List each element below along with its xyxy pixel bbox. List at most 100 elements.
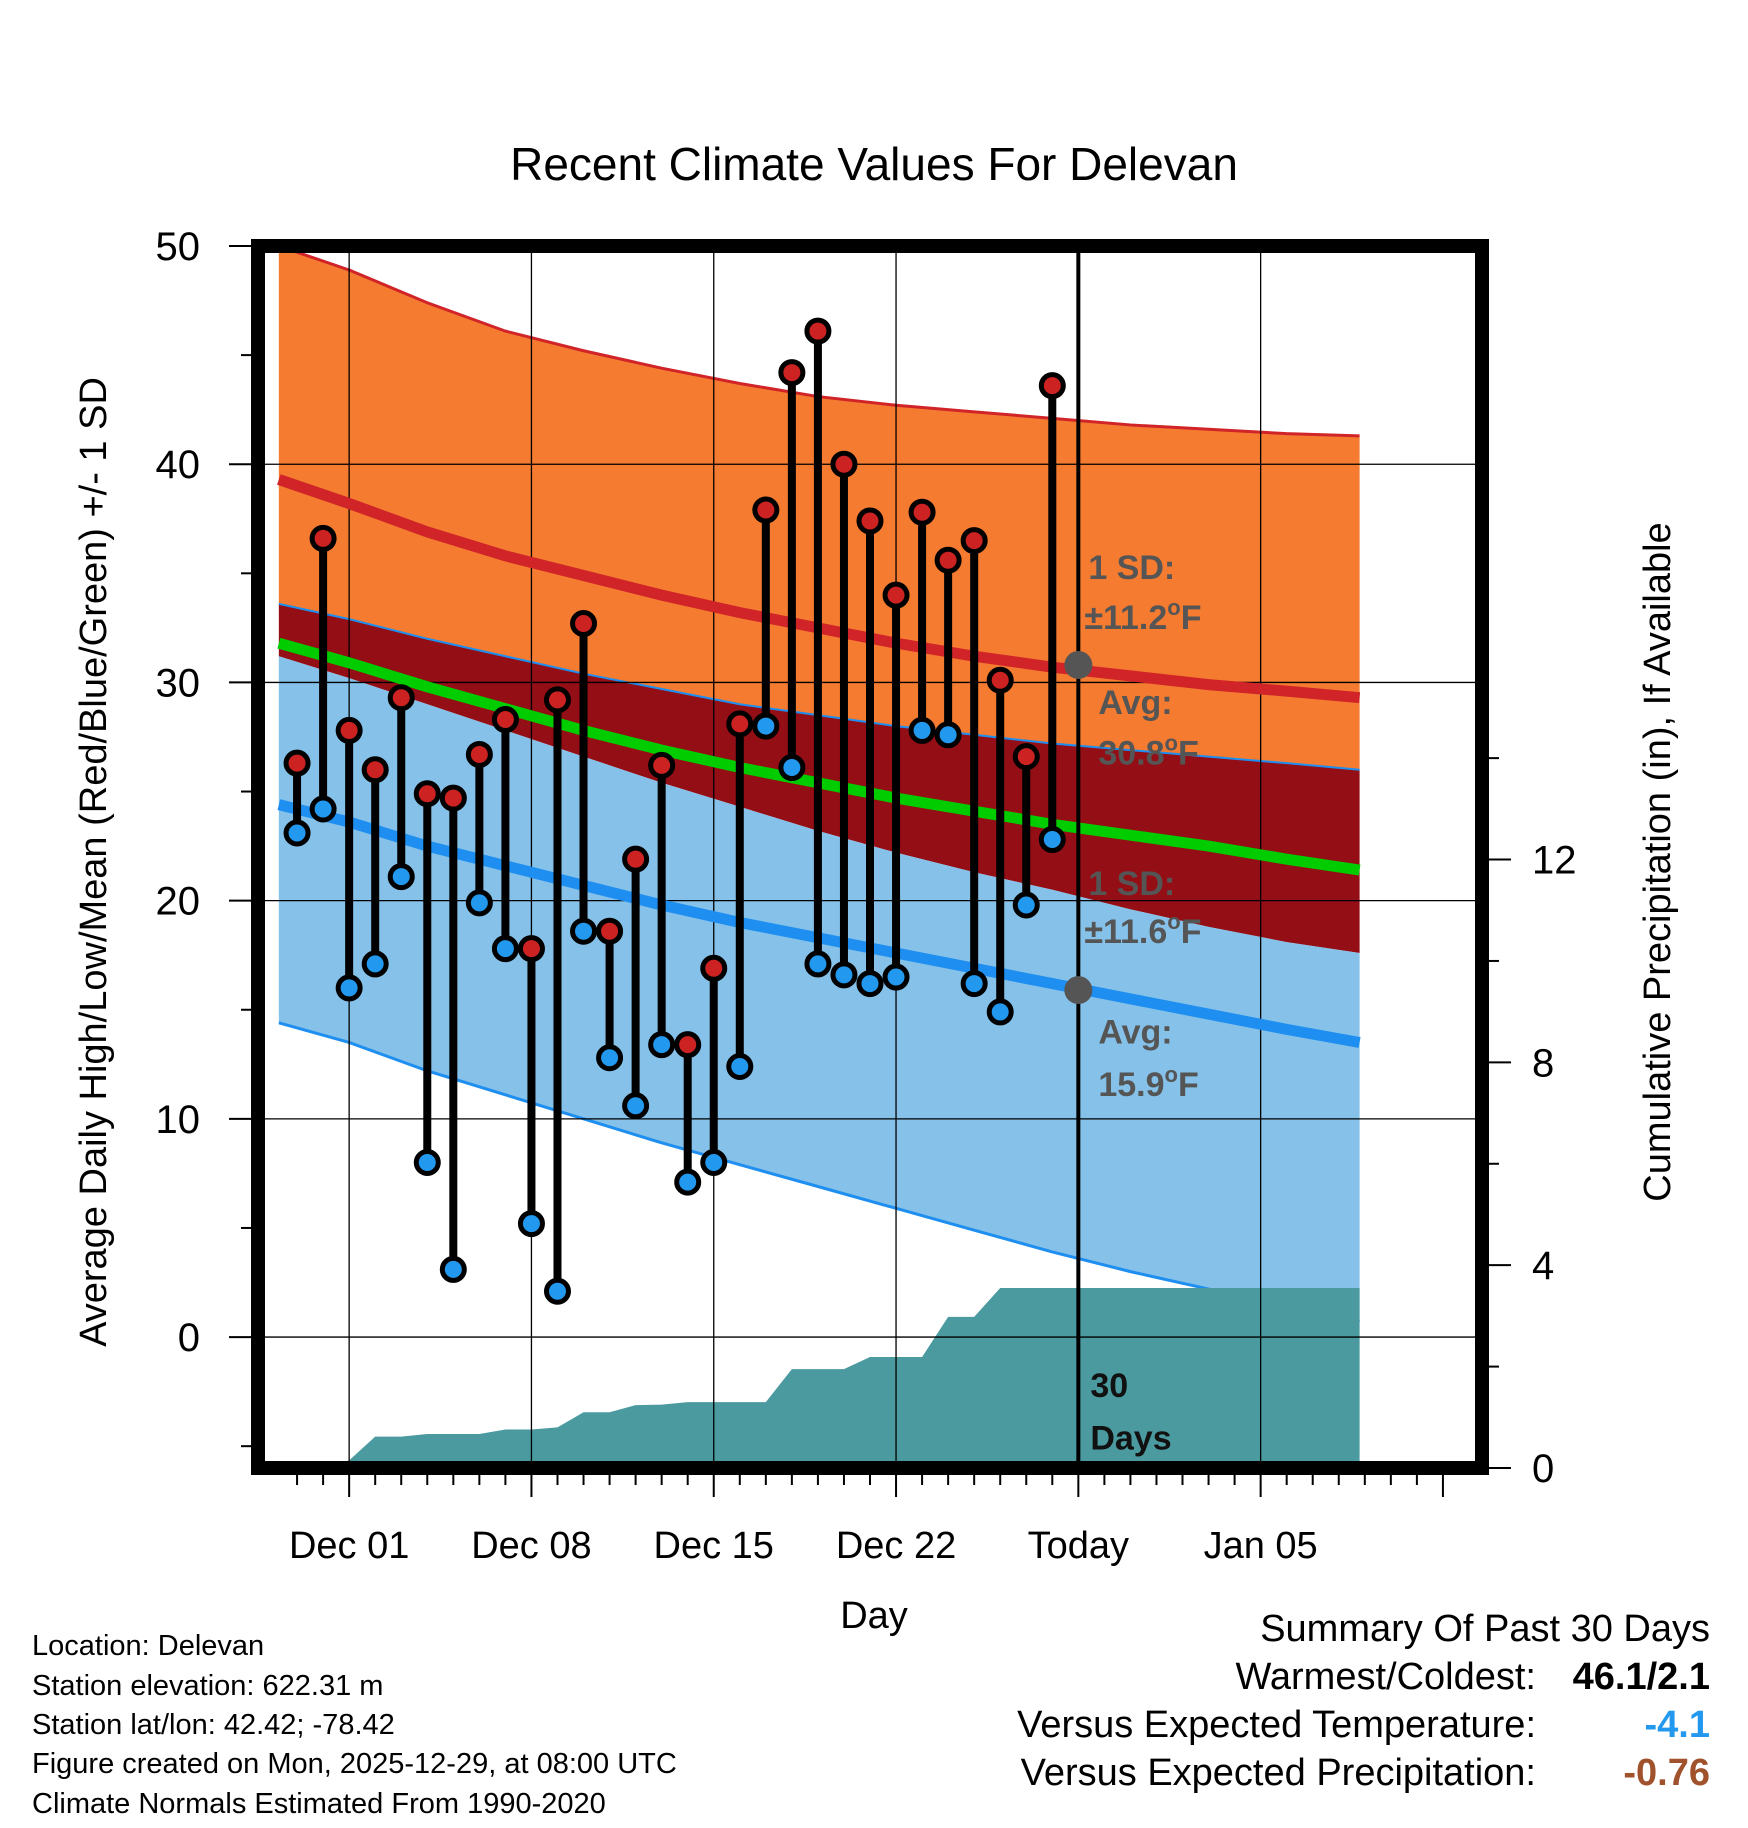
daily-low-point	[622, 1092, 650, 1120]
daily-high-point	[960, 527, 988, 555]
y-tick-label: 20	[156, 880, 201, 924]
latlon-text: Station lat/lon: 42.42; -78.42	[32, 1709, 395, 1741]
daily-high-point	[361, 756, 389, 784]
daily-high-point	[413, 780, 441, 808]
daily-high-point	[622, 845, 650, 873]
daily-high-point	[830, 450, 858, 478]
normals-text: Climate Normals Estimated From 1990-2020	[32, 1788, 606, 1820]
x-tick-label: Today	[1028, 1525, 1129, 1567]
daily-low-point	[778, 754, 806, 782]
x-axis-label: Day	[840, 1595, 908, 1637]
daily-high-point	[570, 610, 598, 638]
daily-low-point	[361, 950, 389, 978]
daily-high-point	[543, 686, 571, 714]
x-tick-label: Dec 01	[289, 1525, 409, 1567]
daily-low-point	[830, 961, 858, 989]
precip-vs-expected-value: -0.76	[1623, 1752, 1710, 1794]
daily-high-point	[309, 524, 337, 552]
daily-high-point	[700, 954, 728, 982]
daily-low-point	[335, 974, 363, 1002]
summary-temp-row: Versus Expected Temperature: -4.1	[1017, 1704, 1710, 1747]
high-avg-label: Avg:	[1098, 684, 1172, 722]
location-text: Location: Delevan	[32, 1630, 265, 1662]
high-sd-value: ±11.2oF	[1084, 595, 1201, 637]
y2-axis-label: Cumulative Precipitation (in), If Availa…	[1637, 522, 1679, 1201]
daily-low-point	[908, 716, 936, 744]
daily-low-point	[960, 970, 988, 998]
temp-vs-expected-label: Versus Expected Temperature:	[1017, 1704, 1536, 1746]
daily-high-point	[283, 749, 311, 777]
daily-high-point	[908, 498, 936, 526]
y-tick-label: 50	[156, 225, 201, 269]
chart-title: Recent Climate Values For Delevan	[510, 138, 1238, 190]
low-avg-label: Avg:	[1098, 1014, 1172, 1052]
daily-low-point	[309, 795, 337, 823]
daily-low-point	[439, 1255, 467, 1283]
low-sd-label: 1 SD:	[1088, 865, 1175, 903]
x-tick-label: Jan 05	[1204, 1525, 1318, 1567]
daily-high-point	[596, 917, 624, 945]
daily-low-point	[543, 1277, 571, 1305]
daily-high-point	[674, 1031, 702, 1059]
daily-high-point	[387, 684, 415, 712]
daily-high-point	[934, 546, 962, 574]
daily-low-point	[1038, 826, 1066, 854]
x-tick-label: Dec 22	[836, 1525, 956, 1567]
daily-high-point	[882, 581, 910, 609]
daily-high-point	[856, 507, 884, 535]
elevation-text: Station elevation: 622.31 m	[32, 1670, 384, 1702]
high-sd-label: 1 SD:	[1088, 549, 1175, 587]
precip-vs-expected-label: Versus Expected Precipitation:	[1020, 1752, 1536, 1794]
precip-area	[278, 1287, 1360, 1468]
daily-high-point	[491, 706, 519, 734]
today-low-avg-marker	[1064, 976, 1093, 1005]
created-text: Figure created on Mon, 2025-12-29, at 08…	[32, 1748, 677, 1780]
y-tick-label: 30	[156, 661, 201, 705]
y2-tick-label: 8	[1532, 1041, 1554, 1085]
y-tick-label: 10	[156, 1098, 201, 1142]
y-tick-label: 40	[156, 443, 201, 487]
daily-low-point	[570, 917, 598, 945]
temp-vs-expected-value: -4.1	[1644, 1704, 1710, 1746]
daily-low-point	[856, 970, 884, 998]
daily-high-point	[648, 751, 676, 779]
daily-high-point	[804, 317, 832, 345]
daily-high-point	[778, 359, 806, 387]
plot-frame	[251, 239, 1489, 1475]
daily-low-point	[387, 863, 415, 891]
days-word-label: Days	[1090, 1419, 1171, 1457]
daily-high-point	[517, 935, 545, 963]
daily-low-point	[1012, 891, 1040, 919]
daily-high-point	[439, 784, 467, 812]
daily-low-point	[413, 1149, 441, 1176]
daily-high-point	[1038, 372, 1066, 400]
y-axis-label: Average Daily High/Low/Mean (Red/Blue/Gr…	[73, 377, 115, 1347]
daily-low-point	[882, 963, 910, 991]
daily-low-point	[283, 819, 311, 847]
daily-low-point	[648, 1031, 676, 1059]
daily-low-point	[726, 1052, 754, 1080]
summary-title: Summary Of Past 30 Days	[1260, 1608, 1710, 1650]
warm-cold-value: 46.1/2.1	[1572, 1656, 1710, 1698]
daily-high-point	[752, 496, 780, 524]
summary-precip-row: Versus Expected Precipitation: -0.76	[1021, 1752, 1710, 1795]
daily-low-point	[934, 721, 962, 749]
daily-high-point	[726, 710, 754, 738]
warm-cold-label: Warmest/Coldest:	[1235, 1656, 1536, 1698]
days-count-label: 30	[1090, 1367, 1128, 1405]
daily-high-point	[335, 716, 363, 744]
daily-low-point	[491, 935, 519, 963]
low-sd-value: ±11.6oF	[1084, 909, 1201, 951]
daily-low-point	[465, 889, 493, 917]
daily-low-point	[517, 1210, 545, 1238]
daily-low-point	[804, 950, 832, 978]
high-avg-value: 30.8oF	[1098, 730, 1198, 772]
x-tick-label: Dec 15	[654, 1525, 774, 1567]
today-high-avg-marker	[1064, 650, 1093, 679]
low-avg-value: 15.9oF	[1098, 1062, 1198, 1104]
daily-high-point	[986, 666, 1014, 694]
daily-low-point	[986, 998, 1014, 1026]
x-tick-label: Dec 08	[471, 1525, 591, 1567]
low-sd-band	[278, 656, 1360, 1322]
